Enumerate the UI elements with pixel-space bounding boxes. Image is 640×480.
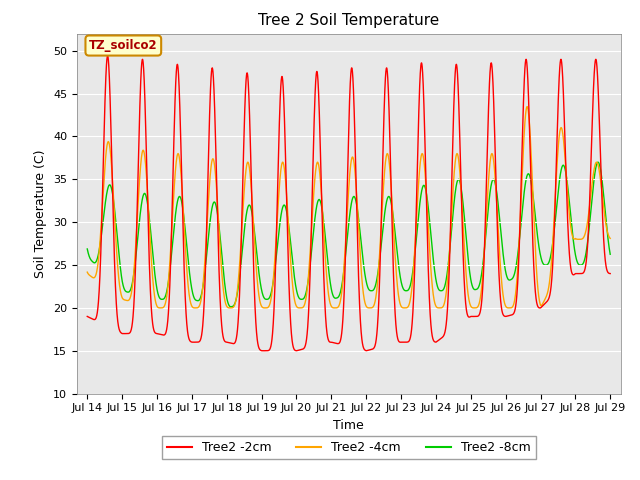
Legend: Tree2 -2cm, Tree2 -4cm, Tree2 -8cm: Tree2 -2cm, Tree2 -4cm, Tree2 -8cm bbox=[162, 436, 536, 459]
Title: Tree 2 Soil Temperature: Tree 2 Soil Temperature bbox=[258, 13, 440, 28]
Text: TZ_soilco2: TZ_soilco2 bbox=[89, 39, 157, 52]
X-axis label: Time: Time bbox=[333, 419, 364, 432]
Y-axis label: Soil Temperature (C): Soil Temperature (C) bbox=[35, 149, 47, 278]
